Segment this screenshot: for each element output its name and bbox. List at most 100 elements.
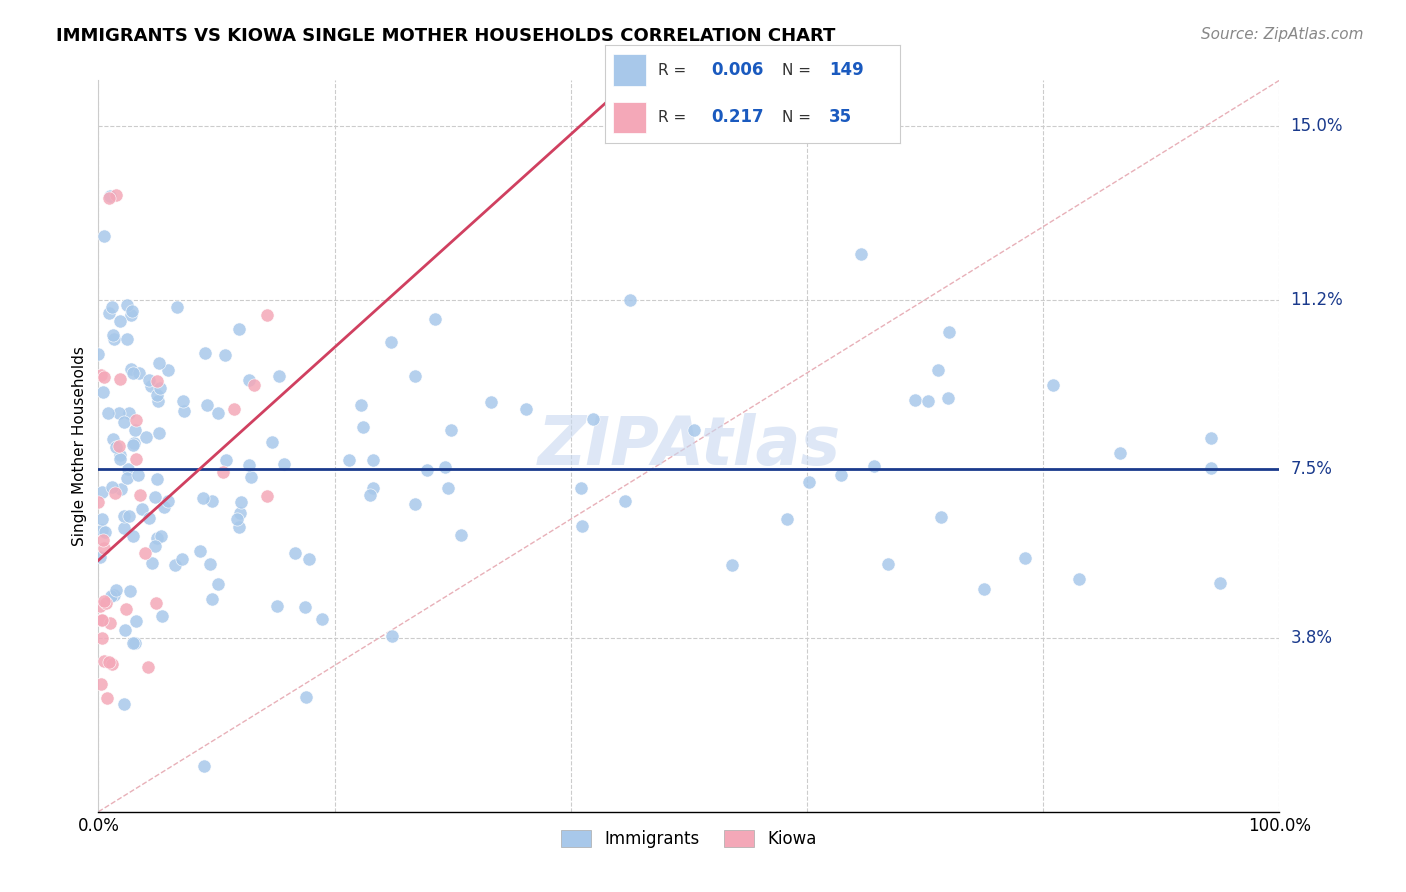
Point — [90, 524, 112, 538]
Text: 3.8%: 3.8% — [1291, 629, 1333, 647]
Point — [1014, 550, 1036, 565]
Point — [863, 458, 886, 473]
Point — [571, 518, 593, 533]
Point — [1067, 572, 1090, 586]
Point — [201, 494, 224, 508]
Point — [134, 546, 156, 560]
Point — [122, 366, 145, 380]
Point — [125, 452, 148, 467]
Point — [479, 395, 502, 409]
Point — [139, 379, 162, 393]
Point — [515, 401, 537, 416]
Point — [103, 327, 125, 342]
Text: ZIPAtlas: ZIPAtlas — [537, 413, 841, 479]
Point — [148, 426, 170, 441]
Point — [108, 449, 131, 463]
Point — [380, 334, 402, 349]
Point — [256, 489, 278, 503]
Point — [876, 557, 898, 571]
Point — [830, 467, 852, 482]
Point — [97, 406, 120, 420]
Point — [569, 481, 592, 495]
Bar — [613, 54, 645, 86]
Point — [361, 453, 384, 467]
Point — [973, 582, 995, 596]
Point — [98, 615, 121, 630]
Text: 7.5%: 7.5% — [1291, 460, 1333, 478]
Point — [440, 423, 463, 437]
Point — [103, 332, 125, 346]
Point — [776, 512, 799, 526]
Point — [146, 472, 169, 486]
Point — [125, 614, 148, 628]
Point — [122, 529, 145, 543]
Point — [131, 501, 153, 516]
Point — [225, 512, 247, 526]
Point — [434, 460, 457, 475]
Point — [108, 406, 131, 420]
Point — [614, 494, 637, 508]
Text: IMMIGRANTS VS KIOWA SINGLE MOTHER HOUSEHOLDS CORRELATION CHART: IMMIGRANTS VS KIOWA SINGLE MOTHER HOUSEH… — [56, 27, 835, 45]
Point — [211, 465, 233, 479]
Point — [103, 432, 125, 446]
Point — [256, 308, 278, 322]
Point — [124, 635, 146, 649]
Point — [115, 298, 138, 312]
Point — [214, 348, 236, 362]
Point — [936, 392, 959, 406]
Point — [224, 402, 246, 417]
Point — [115, 471, 138, 485]
Text: N =: N = — [782, 62, 811, 78]
Point — [91, 511, 114, 525]
Point — [108, 372, 131, 386]
Point — [148, 394, 170, 409]
Point — [101, 480, 124, 494]
Point — [797, 475, 820, 490]
Point — [262, 434, 284, 449]
Text: 35: 35 — [830, 108, 852, 126]
Text: N =: N = — [782, 110, 811, 125]
Point — [157, 494, 180, 508]
Point — [91, 631, 114, 645]
Bar — [613, 102, 645, 133]
Legend: Immigrants, Kiowa: Immigrants, Kiowa — [554, 823, 824, 855]
Point — [93, 654, 115, 668]
Point — [1042, 377, 1064, 392]
Point — [437, 482, 460, 496]
Point — [117, 332, 139, 346]
Y-axis label: Single Mother Households: Single Mother Households — [72, 346, 87, 546]
Point — [120, 308, 142, 322]
Point — [120, 583, 142, 598]
Point — [125, 413, 148, 427]
Point — [122, 436, 145, 450]
Point — [191, 491, 214, 505]
Point — [273, 457, 295, 471]
Point — [148, 356, 170, 370]
Point — [359, 488, 381, 502]
Point — [188, 544, 211, 558]
Point — [98, 189, 121, 203]
Point — [173, 404, 195, 418]
Point — [107, 439, 129, 453]
Point — [93, 594, 115, 608]
Point — [94, 525, 117, 540]
Point — [91, 485, 114, 500]
Point — [238, 458, 260, 473]
Point — [110, 314, 132, 328]
Point — [337, 452, 360, 467]
Point — [93, 370, 115, 384]
Point — [120, 362, 142, 376]
Point — [149, 381, 172, 395]
Point — [118, 508, 141, 523]
Point — [150, 529, 173, 543]
Point — [93, 229, 115, 244]
Point — [135, 430, 157, 444]
Point — [311, 612, 333, 626]
Point — [228, 322, 250, 336]
Point — [101, 657, 124, 672]
Point — [145, 596, 167, 610]
Point — [112, 508, 135, 523]
Point — [104, 440, 127, 454]
Point — [124, 424, 146, 438]
Point — [215, 453, 238, 467]
